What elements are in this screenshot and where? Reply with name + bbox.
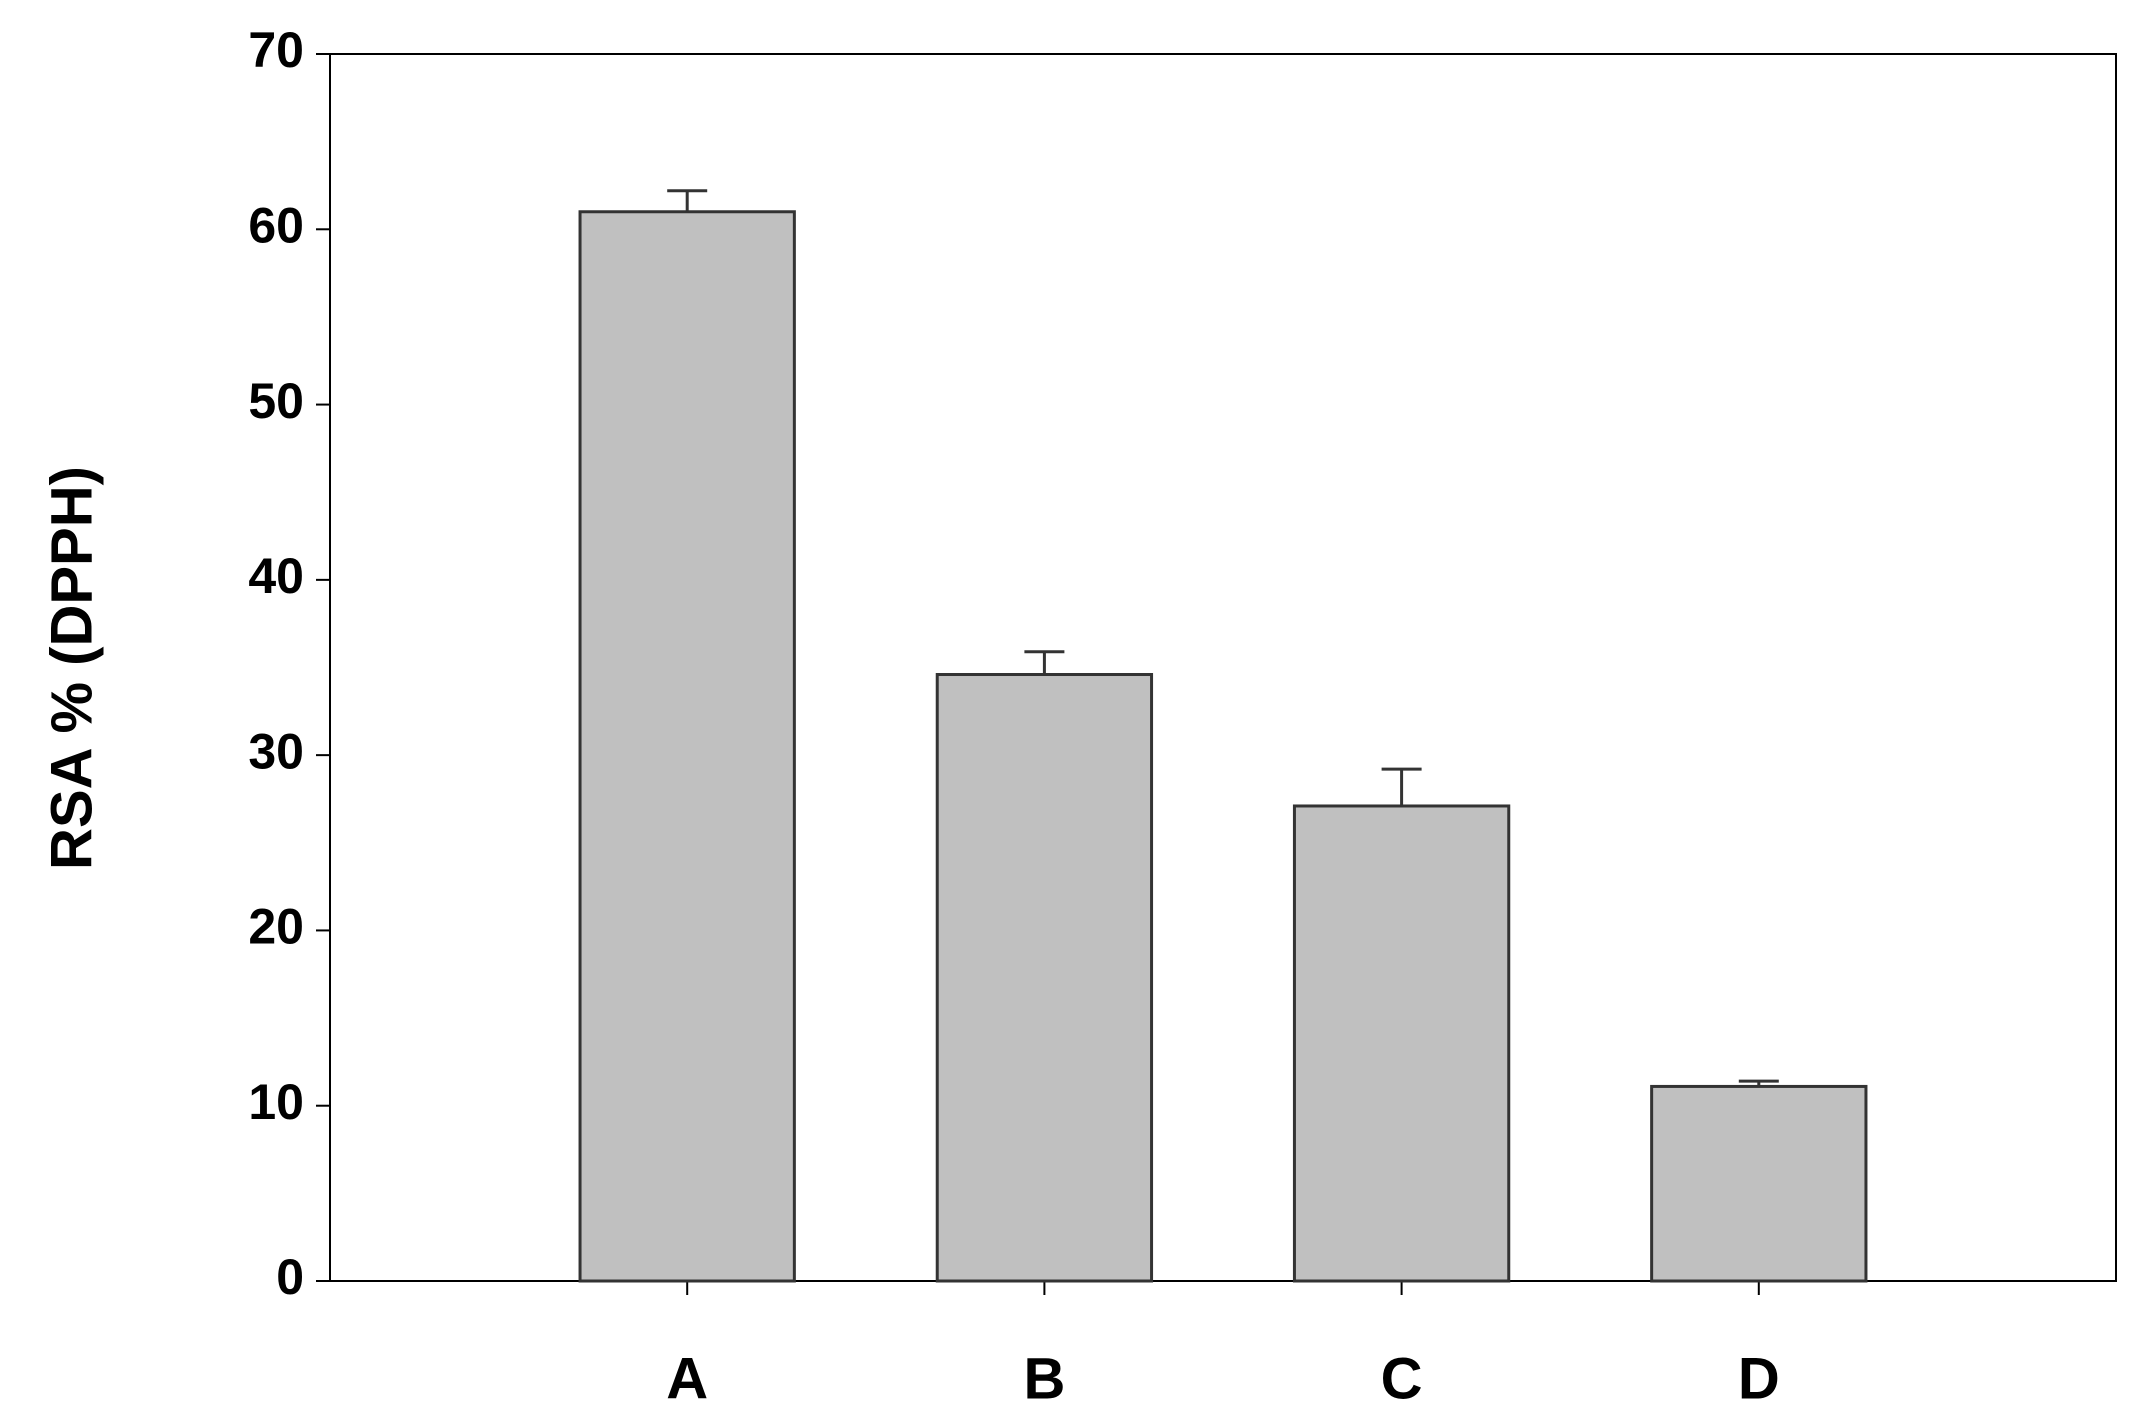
y-tick-label: 20 xyxy=(248,899,304,955)
y-tick-label: 70 xyxy=(248,22,304,78)
y-tick-label: 50 xyxy=(248,373,304,429)
bar xyxy=(578,210,796,1283)
bar xyxy=(1292,804,1511,1283)
y-tick-label: 60 xyxy=(248,197,304,253)
y-tick-label: 40 xyxy=(248,548,304,604)
x-tick-label: A xyxy=(666,1346,708,1411)
bar xyxy=(1650,1084,1868,1283)
y-tick-label: 0 xyxy=(276,1249,304,1305)
x-tick-label: C xyxy=(1381,1346,1423,1411)
y-tick-label: 10 xyxy=(248,1074,304,1130)
y-axis-label: RSA % (DPPH) xyxy=(39,466,104,870)
y-tick-label: 30 xyxy=(248,723,304,779)
bar xyxy=(935,673,1154,1283)
x-tick-label: D xyxy=(1738,1346,1780,1411)
plot-frame xyxy=(329,53,2117,1282)
x-tick-label: B xyxy=(1023,1346,1065,1411)
